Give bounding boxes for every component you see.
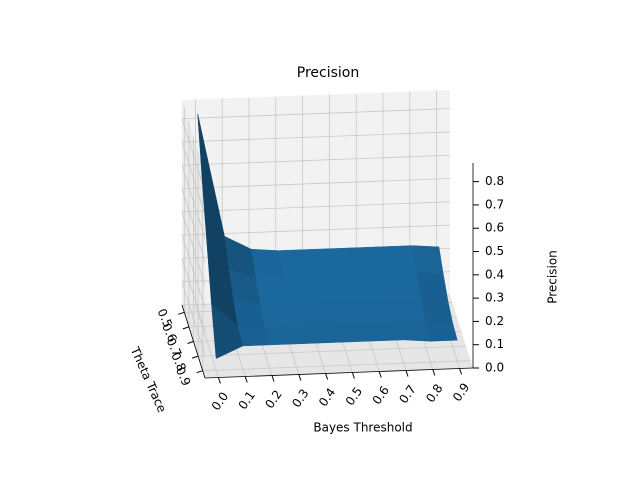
x-tick	[244, 376, 248, 383]
surface-patch	[367, 298, 400, 325]
grid-line	[202, 360, 471, 372]
surface-patch	[345, 323, 378, 343]
z-tick-label: 0.7	[485, 197, 504, 211]
y-tick	[182, 326, 190, 330]
grid-line	[181, 154, 451, 166]
axis-line	[204, 367, 474, 379]
z-tick-label: 0.1	[485, 337, 504, 351]
chart-title: Precision	[297, 65, 359, 81]
surface-patch	[304, 248, 337, 277]
y-tick-label: 0.9	[173, 365, 194, 388]
surface-patch	[309, 274, 342, 303]
x-tick	[217, 377, 221, 384]
grid-line	[181, 108, 451, 120]
surface-patch	[340, 299, 373, 326]
grid-line	[181, 165, 206, 239]
surface-patch	[371, 322, 405, 342]
y-tick	[191, 355, 199, 359]
z-axis-label: Precision	[546, 250, 560, 304]
x-tick	[271, 375, 275, 382]
surface-patch	[277, 249, 310, 278]
z-tick-label: 0.5	[485, 244, 504, 258]
z-tick-label: 0.8	[485, 174, 504, 188]
y-axis-label: Theta Trace	[127, 344, 169, 415]
grid-line	[181, 201, 451, 213]
surface-patch	[336, 273, 368, 302]
y-tick	[196, 370, 203, 374]
surface-patch	[385, 245, 417, 274]
surface-patch	[313, 300, 346, 327]
z-tick-label: 0.3	[485, 291, 504, 305]
x-tick	[405, 370, 409, 377]
y-tick	[178, 311, 185, 315]
x-tick-label: 0.2	[262, 387, 284, 411]
surface-patch	[394, 297, 427, 324]
x-tick-label: 0.5	[343, 384, 365, 408]
surface-patch	[425, 321, 458, 342]
x-axis-label: Bayes Threshold	[313, 421, 412, 435]
grid-line	[198, 345, 467, 357]
z-tick-label: 0.4	[485, 267, 504, 281]
x-tick	[325, 373, 329, 380]
x-tick-label: 0.0	[209, 389, 231, 413]
x-tick-label: 0.6	[370, 383, 392, 407]
x-tick	[432, 369, 436, 376]
surface-patch	[420, 297, 454, 324]
grid-line	[181, 118, 206, 192]
surface-patch	[251, 248, 283, 279]
surface-patch	[264, 326, 297, 346]
grid-line	[181, 178, 451, 189]
x-tick	[459, 368, 463, 375]
surface-patch	[358, 246, 391, 275]
x-tick-label: 0.3	[289, 386, 311, 410]
surface-patch	[389, 271, 422, 300]
grid-line	[181, 131, 451, 143]
surface-patch	[255, 276, 288, 305]
grid-line	[181, 188, 206, 262]
surface-patch	[282, 275, 315, 304]
surface-patch	[286, 301, 320, 328]
surface-patch	[398, 321, 431, 342]
x-tick-label: 0.1	[236, 388, 258, 412]
surface-patch	[291, 325, 324, 345]
x-tick-label: 0.4	[316, 385, 338, 409]
surface-patch	[237, 326, 271, 347]
z-tick-label: 0.6	[485, 221, 504, 235]
surface-patch	[416, 271, 449, 302]
x-tick-label: 0.7	[396, 382, 418, 406]
y-tick	[187, 341, 194, 344]
x-tick	[298, 374, 302, 381]
x-tick-label: 0.8	[423, 381, 445, 405]
surface-patch	[411, 245, 444, 276]
grid-line	[181, 141, 206, 216]
surface-patch	[260, 302, 293, 329]
grid-line	[181, 258, 206, 332]
grid-line	[181, 224, 451, 236]
grid-line	[181, 211, 206, 285]
x-tick	[378, 371, 382, 378]
z-tick-label: 0.0	[485, 361, 504, 375]
surface-patch	[331, 247, 364, 276]
x-tick	[351, 372, 355, 379]
surface-patch	[362, 272, 395, 301]
grid-line	[181, 234, 206, 309]
surface-patch	[318, 324, 351, 344]
x-tick-label: 0.9	[450, 380, 472, 404]
grid-line	[181, 281, 206, 355]
z-tick-label: 0.2	[485, 314, 504, 328]
